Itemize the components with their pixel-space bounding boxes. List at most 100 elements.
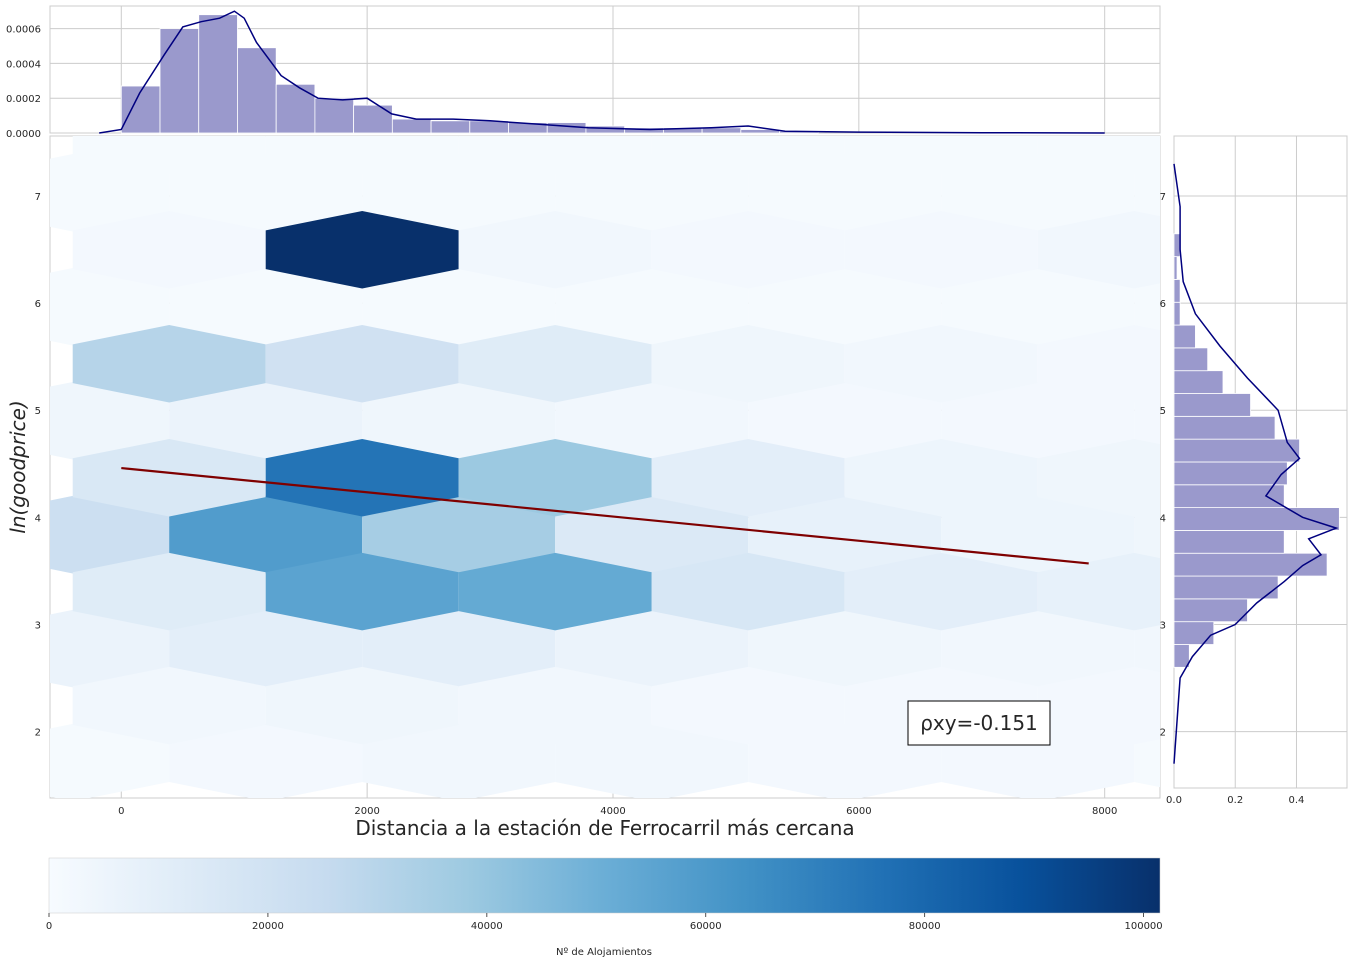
right-marginal-ticks: 0.0 0.2 0.4 2 3 4 5 6 7 bbox=[1160, 192, 1305, 806]
hexbin-cell bbox=[748, 382, 942, 460]
top-hist-bar bbox=[585, 125, 626, 134]
top-y-tick-label: 0.0000 bbox=[6, 129, 41, 140]
hexbin-cell bbox=[555, 268, 749, 346]
top-hist-bar bbox=[314, 97, 355, 134]
y-tick-label: 5 bbox=[35, 406, 41, 417]
right-hist-bar bbox=[1173, 370, 1224, 394]
hexbin-cell bbox=[555, 154, 749, 232]
hexbin-cell bbox=[72, 666, 266, 745]
right-hist-bar bbox=[1173, 301, 1181, 326]
right-y-tick-label: 7 bbox=[1160, 192, 1166, 203]
y-tick-label: 2 bbox=[35, 728, 41, 739]
right-hist-bar bbox=[1173, 393, 1251, 417]
x-tick-label: 0 bbox=[118, 806, 124, 817]
right-x-tick-label: 0.4 bbox=[1289, 795, 1305, 806]
annotation-text: ρxy=-0.151 bbox=[920, 711, 1038, 735]
hexbin-cell bbox=[1134, 396, 1160, 446]
hexbin-cell bbox=[362, 723, 556, 798]
right-marginal-panel: 0.0 0.2 0.4 2 3 4 5 6 7 bbox=[1160, 135, 1348, 806]
hexbin-cell bbox=[651, 211, 845, 289]
hexbin-cell bbox=[1134, 168, 1160, 218]
hexbin-cell bbox=[169, 723, 363, 798]
x-tick-label: 6000 bbox=[846, 806, 871, 817]
hexbin-cell bbox=[458, 666, 652, 745]
x-tick-label: 8000 bbox=[1092, 806, 1117, 817]
top-hist-bar bbox=[430, 120, 471, 134]
top-hist-bar bbox=[391, 118, 432, 134]
hexbin-cell bbox=[72, 211, 266, 289]
hexbin-cell bbox=[844, 439, 1038, 517]
hexbin-cell bbox=[555, 723, 749, 798]
hexbin-cell bbox=[362, 382, 556, 460]
hexbin-cell bbox=[748, 495, 942, 574]
hexbin-cell bbox=[50, 495, 170, 574]
colorbar-gradient bbox=[48, 857, 1161, 914]
colorbar-ticks: 0 20000 40000 60000 80000 100000 bbox=[46, 913, 1163, 932]
hexbin-cell bbox=[72, 325, 266, 403]
hexbin-cell bbox=[458, 325, 652, 403]
hexbin-cell bbox=[844, 552, 1038, 631]
right-hist-bar bbox=[1173, 530, 1285, 554]
top-y-tick-label: 0.0006 bbox=[6, 25, 41, 36]
hexbin-cell bbox=[941, 268, 1135, 346]
right-hist-bar bbox=[1173, 324, 1196, 349]
main-yticks: 2 3 4 5 6 7 bbox=[35, 192, 41, 739]
top-y-tick-label: 0.0002 bbox=[6, 94, 41, 105]
hexbin-cell bbox=[72, 439, 266, 517]
regression-line bbox=[121, 466, 1089, 565]
hexbin-cell bbox=[1134, 738, 1160, 788]
right-hist-bar bbox=[1173, 438, 1300, 463]
right-marginal-kde-line bbox=[1173, 163, 1339, 764]
hexbin-cell bbox=[265, 552, 459, 631]
right-marginal-bars bbox=[1173, 233, 1340, 668]
main-xticks: 0 2000 4000 6000 8000 bbox=[118, 806, 1117, 817]
hexbin-cell bbox=[555, 609, 749, 688]
top-hist-bar bbox=[353, 104, 393, 134]
right-hist-bar bbox=[1173, 461, 1288, 486]
colorbar-tick-label: 80000 bbox=[909, 921, 941, 932]
hexbin-cell bbox=[458, 136, 652, 175]
top-marginal-bars bbox=[120, 14, 819, 134]
hexbin-cell bbox=[1037, 666, 1160, 745]
top-hist-bar bbox=[237, 47, 277, 134]
y-tick-label: 3 bbox=[35, 620, 41, 631]
hexbin-cell bbox=[50, 382, 170, 460]
y-axis-label: ln(goodprice) bbox=[6, 400, 30, 533]
right-hist-bar bbox=[1173, 233, 1181, 258]
hexbin-cell bbox=[72, 136, 266, 175]
hexbin-cell bbox=[169, 268, 363, 346]
right-y-tick-label: 5 bbox=[1160, 406, 1166, 417]
hexbin-cell bbox=[72, 552, 266, 631]
hexbin-cell bbox=[844, 136, 1038, 175]
right-hist-bar bbox=[1173, 415, 1276, 440]
colorbar-tick-label: 100000 bbox=[1124, 921, 1162, 932]
colorbar-tick-label: 20000 bbox=[252, 921, 284, 932]
hexbin-cell bbox=[169, 495, 363, 574]
right-hist-bar bbox=[1173, 507, 1340, 531]
colorbar: 0 20000 40000 60000 80000 100000 Nº de Alojam… bbox=[46, 857, 1163, 958]
right-hist-bar bbox=[1173, 256, 1178, 280]
hexbin-cell bbox=[651, 325, 845, 403]
correlation-annotation: ρxy=-0.151 bbox=[907, 700, 1051, 746]
hexbin-cell bbox=[458, 211, 652, 289]
hexbin-cell bbox=[651, 552, 845, 631]
hexbin-cell bbox=[1134, 510, 1160, 560]
hexbin-cell bbox=[50, 609, 170, 688]
top-y-tick-label: 0.0004 bbox=[6, 59, 41, 70]
hexbin-cell bbox=[1037, 136, 1160, 175]
hexbin-cell bbox=[50, 154, 170, 232]
main-plot-panel: 0 2000 4000 6000 8000 2 3 4 5 6 7 ρxy=-0.151 Dist… bbox=[6, 135, 1161, 840]
hexbin-cell bbox=[362, 154, 556, 232]
hexbin-cell bbox=[1037, 439, 1160, 517]
top-marginal-panel: 0.00000.00020.00040.00060200040006000800… bbox=[6, 5, 1161, 150]
colorbar-label: Nº de Alojamientos bbox=[556, 947, 652, 958]
right-y-tick-label: 6 bbox=[1160, 299, 1166, 310]
hexbin-cell bbox=[265, 325, 459, 403]
right-hist-bar bbox=[1173, 279, 1181, 303]
colorbar-tick-label: 40000 bbox=[471, 921, 503, 932]
hexbin-cell bbox=[50, 268, 170, 346]
hexbin-cell bbox=[748, 154, 942, 232]
hexbin-cell bbox=[362, 268, 556, 346]
top-hist-bar bbox=[159, 28, 200, 134]
y-tick-label: 4 bbox=[35, 513, 41, 524]
